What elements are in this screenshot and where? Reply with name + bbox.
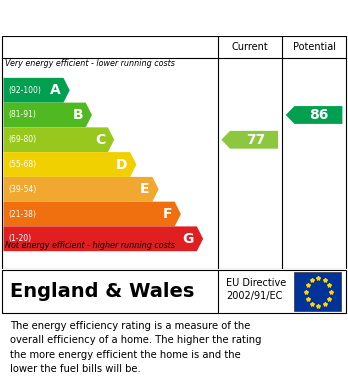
Polygon shape: [3, 102, 92, 127]
Text: Current: Current: [231, 42, 268, 52]
Text: 77: 77: [246, 133, 265, 147]
Polygon shape: [3, 78, 70, 102]
Text: Potential: Potential: [293, 42, 335, 52]
Text: (92-100): (92-100): [9, 86, 41, 95]
Polygon shape: [3, 127, 114, 152]
Text: (55-68): (55-68): [9, 160, 37, 169]
Polygon shape: [286, 106, 342, 124]
Text: G: G: [183, 232, 194, 246]
Text: F: F: [163, 207, 172, 221]
Text: (21-38): (21-38): [9, 210, 37, 219]
Polygon shape: [3, 202, 181, 226]
Text: D: D: [116, 158, 127, 172]
Text: 86: 86: [309, 108, 328, 122]
Polygon shape: [3, 177, 159, 202]
Text: Energy Efficiency Rating: Energy Efficiency Rating: [10, 10, 251, 28]
Text: (1-20): (1-20): [9, 234, 32, 243]
Text: (81-91): (81-91): [9, 111, 37, 120]
Text: EU Directive
2002/91/EC: EU Directive 2002/91/EC: [226, 278, 286, 301]
Polygon shape: [3, 152, 136, 177]
Text: England & Wales: England & Wales: [10, 282, 195, 301]
Text: B: B: [72, 108, 83, 122]
Text: E: E: [140, 182, 150, 196]
Text: (69-80): (69-80): [9, 135, 37, 144]
Text: (39-54): (39-54): [9, 185, 37, 194]
Text: The energy efficiency rating is a measure of the
overall efficiency of a home. T: The energy efficiency rating is a measur…: [10, 321, 262, 374]
Text: C: C: [95, 133, 105, 147]
Text: Not energy efficient - higher running costs: Not energy efficient - higher running co…: [5, 241, 175, 250]
Bar: [294, 272, 341, 311]
Polygon shape: [221, 131, 278, 149]
Text: Very energy efficient - lower running costs: Very energy efficient - lower running co…: [5, 59, 175, 68]
Text: A: A: [50, 83, 61, 97]
Polygon shape: [3, 226, 203, 251]
